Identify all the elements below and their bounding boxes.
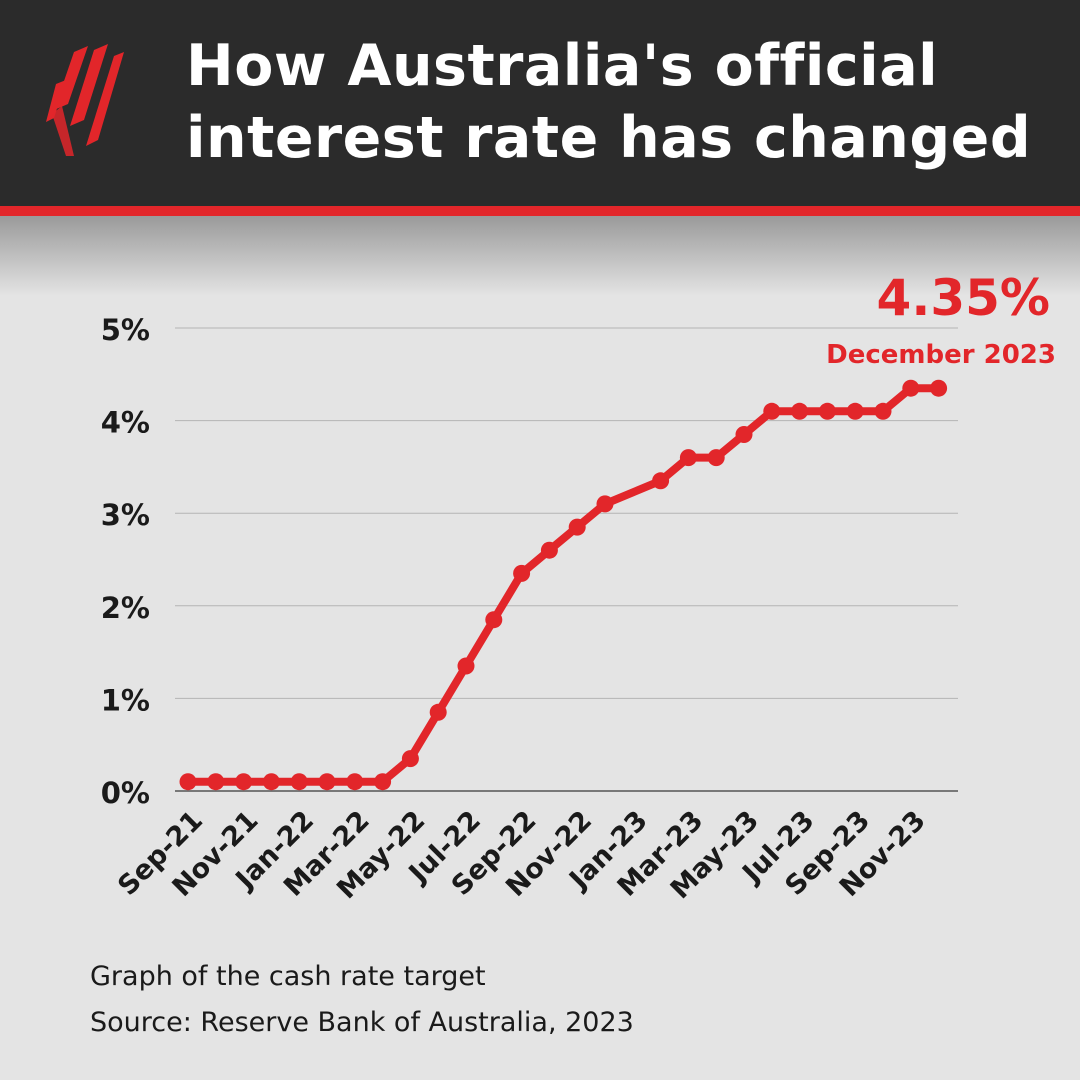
data-point: [707, 449, 725, 467]
data-point: [401, 750, 419, 768]
data-point: [902, 379, 920, 397]
data-point: [207, 773, 225, 791]
latest-rate-value: 4.35%: [876, 269, 1050, 327]
data-point: [596, 495, 614, 513]
data-point: [818, 402, 836, 420]
data-point: [290, 773, 308, 791]
latest-rate-date: December 2023: [826, 340, 1056, 370]
data-point: [846, 402, 864, 420]
data-point: [179, 773, 197, 791]
data-point: [763, 402, 781, 420]
chart-caption: Graph of the cash rate target: [90, 961, 486, 992]
y-tick-label: 3%: [101, 498, 150, 532]
y-tick-label: 5%: [101, 313, 150, 347]
header-bar: [0, 0, 1080, 206]
header-accent-stripe: [0, 206, 1080, 216]
y-tick-label: 4%: [101, 406, 150, 440]
data-point: [540, 541, 558, 559]
data-point: [930, 379, 948, 397]
data-point: [735, 426, 753, 443]
y-tick-label: 2%: [101, 591, 150, 625]
y-tick-label: 0%: [101, 776, 150, 810]
data-point: [652, 472, 670, 490]
y-tick-label: 1%: [101, 683, 150, 717]
data-point: [513, 564, 531, 582]
title-line-2: interest rate has changed: [186, 105, 1032, 171]
data-point: [791, 402, 809, 420]
data-point: [457, 657, 475, 675]
title-line-1: How Australia's official: [186, 33, 939, 99]
data-point: [429, 703, 447, 721]
page-title: How Australia's official interest rate h…: [186, 30, 1066, 174]
data-point: [235, 773, 253, 791]
data-point: [874, 402, 892, 420]
sbs-logo-icon: [46, 44, 124, 156]
data-point: [679, 449, 697, 467]
rate-series-line: [184, 384, 943, 786]
data-point: [485, 611, 503, 629]
chart-source: Source: Reserve Bank of Australia, 2023: [90, 1007, 634, 1038]
data-point: [318, 773, 336, 791]
data-point: [568, 518, 586, 536]
data-point: [374, 773, 392, 791]
header-shadow: [0, 216, 1080, 296]
data-point: [262, 773, 280, 791]
data-point: [346, 773, 364, 791]
